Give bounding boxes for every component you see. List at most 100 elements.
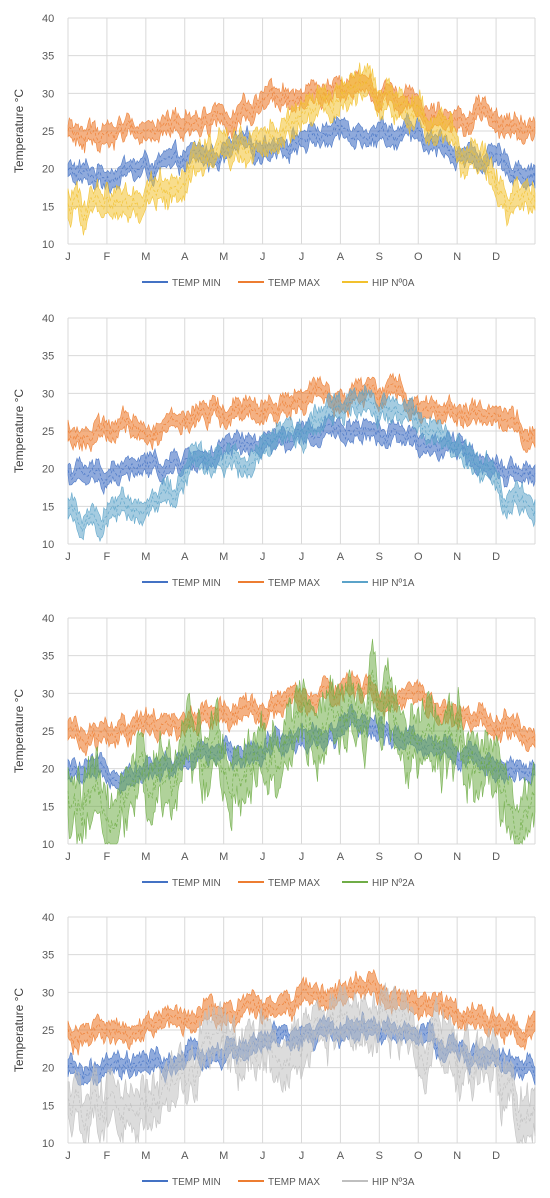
x-tick-label: S [376, 851, 383, 863]
chart-panel-2: 10 15 20 25 30 35 40 J F M A M J J A S O N D Temperature °C… [0, 600, 550, 899]
y-tick-label: 40 [42, 912, 54, 924]
x-tick-label: O [414, 251, 423, 263]
x-tick-label: J [260, 1150, 266, 1162]
legend-label: TEMP MAX [268, 1177, 320, 1188]
x-tick-label: A [337, 851, 345, 863]
y-axis-label: Temperature °C [12, 89, 26, 173]
y-tick-label: 10 [42, 839, 54, 851]
legend-label: HIP Nº2A [372, 878, 415, 889]
x-tick-label: A [337, 1150, 345, 1162]
series-band [67, 670, 536, 757]
series-line [67, 1003, 536, 1131]
x-tick-label: D [492, 851, 500, 863]
legend-label: HIP Nº1A [372, 578, 415, 589]
x-tick-label: J [299, 551, 305, 563]
y-axis-label: Temperature °C [12, 689, 26, 773]
series-band [67, 69, 536, 154]
y-axis: 10 15 20 25 30 35 40 [42, 13, 54, 251]
y-tick-label: 40 [42, 13, 54, 25]
y-tick-label: 15 [42, 501, 54, 513]
legend: TEMP MIN TEMP MAX HIP Nº3A [142, 1177, 415, 1188]
legend: TEMP MIN TEMP MAX HIP Nº2A [142, 878, 415, 889]
series-band [67, 383, 536, 543]
series-band [67, 982, 536, 1145]
x-tick-label: F [104, 551, 111, 563]
x-tick-label: A [181, 851, 189, 863]
legend-label: TEMP MAX [268, 578, 320, 589]
x-tick-label: S [376, 1150, 383, 1162]
series-hip-n-1a [67, 383, 536, 543]
y-tick-label: 10 [42, 239, 54, 251]
x-tick-label: N [453, 851, 461, 863]
x-tick-label: M [141, 851, 150, 863]
chart-svg: 10 15 20 25 30 35 40 J F M A M J J A S O N D Temperature °C… [12, 313, 536, 589]
x-tick-label: A [181, 1150, 189, 1162]
y-tick-label: 40 [42, 613, 54, 625]
legend: TEMP MIN TEMP MAX HIP Nº0A [142, 278, 415, 289]
x-tick-label: D [492, 551, 500, 563]
series-hip-n-0a [67, 62, 536, 236]
x-tick-label: N [453, 551, 461, 563]
y-tick-label: 25 [42, 426, 54, 438]
x-tick-label: A [181, 551, 189, 563]
legend-label: TEMP MIN [172, 278, 221, 289]
y-tick-label: 25 [42, 1025, 54, 1037]
y-tick-label: 25 [42, 126, 54, 138]
legend: TEMP MIN TEMP MAX HIP Nº1A [142, 578, 415, 589]
x-tick-label: M [219, 851, 228, 863]
y-tick-label: 40 [42, 313, 54, 325]
x-tick-label: J [65, 1150, 71, 1162]
x-tick-label: A [181, 251, 189, 263]
x-tick-label: M [141, 251, 150, 263]
x-tick-label: O [414, 551, 423, 563]
x-tick-label: N [453, 251, 461, 263]
chart-panel-3: 10 15 20 25 30 35 40 J F M A M J J A S O N D Temperature °C… [0, 899, 550, 1198]
x-tick-label: S [376, 251, 383, 263]
legend-label: HIP Nº0A [372, 278, 415, 289]
x-tick-label: M [219, 1150, 228, 1162]
x-tick-label: F [104, 851, 111, 863]
y-tick-label: 15 [42, 1100, 54, 1112]
x-tick-label: N [453, 1150, 461, 1162]
y-tick-label: 25 [42, 726, 54, 738]
legend-label: TEMP MIN [172, 1177, 221, 1188]
series-hip-n-3a [67, 982, 536, 1145]
series-band [67, 372, 536, 453]
x-tick-label: D [492, 251, 500, 263]
y-tick-label: 30 [42, 987, 54, 999]
y-tick-label: 20 [42, 164, 54, 176]
x-tick-label: F [104, 251, 111, 263]
x-tick-label: J [260, 251, 266, 263]
x-tick-label: D [492, 1150, 500, 1162]
x-tick-label: M [141, 551, 150, 563]
legend-label: TEMP MAX [268, 278, 320, 289]
legend-label: TEMP MAX [268, 878, 320, 889]
series-line [67, 396, 536, 533]
series-temp-max [67, 69, 536, 154]
y-axis-label: Temperature °C [12, 389, 26, 473]
x-tick-label: J [65, 851, 71, 863]
x-tick-label: J [260, 551, 266, 563]
x-tick-label: J [299, 1150, 305, 1162]
y-tick-label: 35 [42, 950, 54, 962]
series-line [67, 979, 536, 1045]
y-axis-label: Temperature °C [12, 988, 26, 1072]
x-tick-label: F [104, 1150, 111, 1162]
y-tick-label: 35 [42, 651, 54, 663]
series-hip-n-2a [67, 638, 536, 845]
chart-panel-1: 10 15 20 25 30 35 40 J F M A M J J A S O N D Temperature °C… [0, 300, 550, 599]
x-tick-label: O [414, 851, 423, 863]
series-band [67, 62, 536, 236]
series-line [67, 76, 536, 222]
y-tick-label: 30 [42, 88, 54, 100]
legend-label: HIP Nº3A [372, 1177, 415, 1188]
chart-svg: 10 15 20 25 30 35 40 J F M A M J J A S O N D Temperature °C… [12, 13, 536, 289]
y-tick-label: 35 [42, 351, 54, 363]
x-tick-label: M [141, 1150, 150, 1162]
chart-panel-0: 10 15 20 25 30 35 40 J F M A M J J A S O N D Temperature °C… [0, 0, 550, 299]
x-tick-label: J [65, 551, 71, 563]
x-tick-label: J [260, 851, 266, 863]
